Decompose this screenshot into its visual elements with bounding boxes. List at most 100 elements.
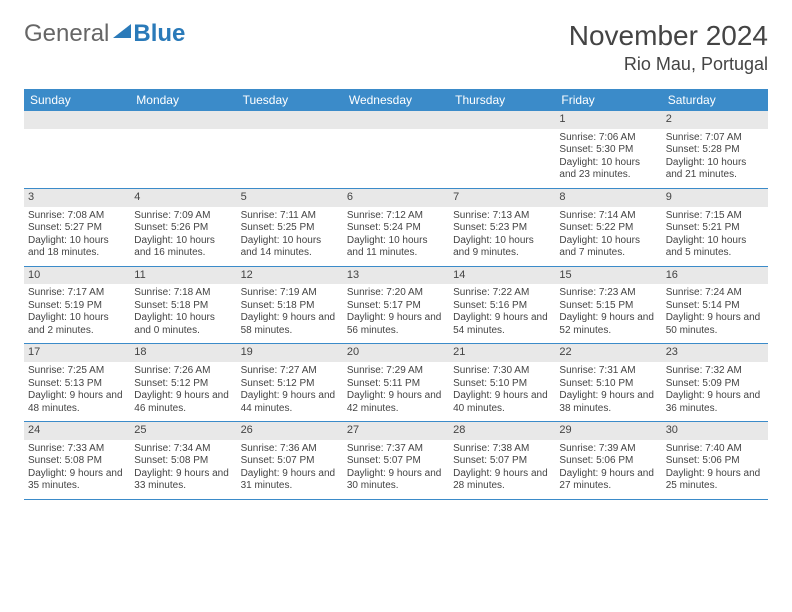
day-ss: Sunset: 5:21 PM (666, 222, 764, 235)
calendar-row: 17Sunrise: 7:25 AMSunset: 5:13 PMDayligh… (24, 344, 768, 422)
day-sr: Sunrise: 7:11 AM (241, 210, 339, 223)
day-dl: Daylight: 10 hours and 14 minutes. (241, 235, 339, 260)
day-ss: Sunset: 5:23 PM (453, 222, 551, 235)
calendar-cell: 23Sunrise: 7:32 AMSunset: 5:09 PMDayligh… (662, 344, 768, 422)
day-info: Sunrise: 7:15 AMSunset: 5:21 PMDaylight:… (662, 207, 768, 266)
day-number: 21 (449, 344, 555, 362)
day-dl: Daylight: 9 hours and 42 minutes. (347, 390, 445, 415)
day-sr: Sunrise: 7:25 AM (28, 365, 126, 378)
day-number-empty (343, 111, 449, 129)
day-number: 3 (24, 189, 130, 207)
day-number-empty (449, 111, 555, 129)
day-ss: Sunset: 5:15 PM (559, 300, 657, 313)
day-dl: Daylight: 9 hours and 30 minutes. (347, 468, 445, 493)
day-ss: Sunset: 5:30 PM (559, 144, 657, 157)
calendar-cell: 5Sunrise: 7:11 AMSunset: 5:25 PMDaylight… (237, 188, 343, 266)
day-ss: Sunset: 5:07 PM (241, 455, 339, 468)
day-dl: Daylight: 9 hours and 36 minutes. (666, 390, 764, 415)
day-sr: Sunrise: 7:27 AM (241, 365, 339, 378)
day-info: Sunrise: 7:34 AMSunset: 5:08 PMDaylight:… (130, 440, 236, 499)
day-ss: Sunset: 5:07 PM (453, 455, 551, 468)
day-sr: Sunrise: 7:29 AM (347, 365, 445, 378)
calendar-cell: 29Sunrise: 7:39 AMSunset: 5:06 PMDayligh… (555, 422, 661, 500)
day-dl: Daylight: 9 hours and 52 minutes. (559, 312, 657, 337)
day-info: Sunrise: 7:17 AMSunset: 5:19 PMDaylight:… (24, 284, 130, 343)
day-info: Sunrise: 7:38 AMSunset: 5:07 PMDaylight:… (449, 440, 555, 499)
day-sr: Sunrise: 7:19 AM (241, 287, 339, 300)
calendar-cell: 28Sunrise: 7:38 AMSunset: 5:07 PMDayligh… (449, 422, 555, 500)
day-sr: Sunrise: 7:33 AM (28, 443, 126, 456)
day-ss: Sunset: 5:08 PM (134, 455, 232, 468)
calendar-cell: 7Sunrise: 7:13 AMSunset: 5:23 PMDaylight… (449, 188, 555, 266)
day-header: Monday (130, 89, 236, 111)
calendar-cell: 6Sunrise: 7:12 AMSunset: 5:24 PMDaylight… (343, 188, 449, 266)
day-ss: Sunset: 5:12 PM (134, 378, 232, 391)
calendar-cell: 20Sunrise: 7:29 AMSunset: 5:11 PMDayligh… (343, 344, 449, 422)
day-dl: Daylight: 9 hours and 25 minutes. (666, 468, 764, 493)
day-info: Sunrise: 7:25 AMSunset: 5:13 PMDaylight:… (24, 362, 130, 421)
day-ss: Sunset: 5:19 PM (28, 300, 126, 313)
day-dl: Daylight: 10 hours and 9 minutes. (453, 235, 551, 260)
day-sr: Sunrise: 7:13 AM (453, 210, 551, 223)
day-number: 11 (130, 267, 236, 285)
day-dl: Daylight: 9 hours and 54 minutes. (453, 312, 551, 337)
day-dl: Daylight: 9 hours and 31 minutes. (241, 468, 339, 493)
calendar-cell: 24Sunrise: 7:33 AMSunset: 5:08 PMDayligh… (24, 422, 130, 500)
calendar-cell: 21Sunrise: 7:30 AMSunset: 5:10 PMDayligh… (449, 344, 555, 422)
day-sr: Sunrise: 7:32 AM (666, 365, 764, 378)
calendar-cell: 19Sunrise: 7:27 AMSunset: 5:12 PMDayligh… (237, 344, 343, 422)
calendar-cell: 15Sunrise: 7:23 AMSunset: 5:15 PMDayligh… (555, 266, 661, 344)
day-sr: Sunrise: 7:38 AM (453, 443, 551, 456)
day-header: Saturday (662, 89, 768, 111)
day-sr: Sunrise: 7:34 AM (134, 443, 232, 456)
day-ss: Sunset: 5:28 PM (666, 144, 764, 157)
day-number: 20 (343, 344, 449, 362)
day-info: Sunrise: 7:26 AMSunset: 5:12 PMDaylight:… (130, 362, 236, 421)
title-block: November 2024 Rio Mau, Portugal (569, 20, 768, 75)
day-dl: Daylight: 9 hours and 33 minutes. (134, 468, 232, 493)
day-number: 14 (449, 267, 555, 285)
day-number: 6 (343, 189, 449, 207)
day-number: 13 (343, 267, 449, 285)
day-ss: Sunset: 5:18 PM (134, 300, 232, 313)
calendar-cell: 11Sunrise: 7:18 AMSunset: 5:18 PMDayligh… (130, 266, 236, 344)
calendar-cell: 30Sunrise: 7:40 AMSunset: 5:06 PMDayligh… (662, 422, 768, 500)
calendar-cell: 26Sunrise: 7:36 AMSunset: 5:07 PMDayligh… (237, 422, 343, 500)
day-sr: Sunrise: 7:08 AM (28, 210, 126, 223)
day-number: 15 (555, 267, 661, 285)
calendar-cell: 4Sunrise: 7:09 AMSunset: 5:26 PMDaylight… (130, 188, 236, 266)
day-number: 23 (662, 344, 768, 362)
day-info: Sunrise: 7:11 AMSunset: 5:25 PMDaylight:… (237, 207, 343, 266)
day-sr: Sunrise: 7:06 AM (559, 132, 657, 145)
logo-text-general: General (24, 20, 109, 48)
day-info: Sunrise: 7:08 AMSunset: 5:27 PMDaylight:… (24, 207, 130, 266)
calendar-cell: 18Sunrise: 7:26 AMSunset: 5:12 PMDayligh… (130, 344, 236, 422)
day-dl: Daylight: 9 hours and 44 minutes. (241, 390, 339, 415)
day-sr: Sunrise: 7:09 AM (134, 210, 232, 223)
day-sr: Sunrise: 7:15 AM (666, 210, 764, 223)
day-number: 25 (130, 422, 236, 440)
day-number: 19 (237, 344, 343, 362)
day-sr: Sunrise: 7:22 AM (453, 287, 551, 300)
day-dl: Daylight: 9 hours and 38 minutes. (559, 390, 657, 415)
day-info: Sunrise: 7:07 AMSunset: 5:28 PMDaylight:… (662, 129, 768, 188)
logo-text-blue: Blue (133, 20, 185, 48)
day-number: 28 (449, 422, 555, 440)
calendar-cell: 2Sunrise: 7:07 AMSunset: 5:28 PMDaylight… (662, 111, 768, 188)
day-number: 5 (237, 189, 343, 207)
day-number: 2 (662, 111, 768, 129)
day-ss: Sunset: 5:18 PM (241, 300, 339, 313)
day-info: Sunrise: 7:37 AMSunset: 5:07 PMDaylight:… (343, 440, 449, 499)
day-number: 1 (555, 111, 661, 129)
day-number: 30 (662, 422, 768, 440)
day-info: Sunrise: 7:31 AMSunset: 5:10 PMDaylight:… (555, 362, 661, 421)
calendar-cell (343, 111, 449, 188)
day-info: Sunrise: 7:12 AMSunset: 5:24 PMDaylight:… (343, 207, 449, 266)
day-ss: Sunset: 5:17 PM (347, 300, 445, 313)
day-info: Sunrise: 7:24 AMSunset: 5:14 PMDaylight:… (662, 284, 768, 343)
day-sr: Sunrise: 7:36 AM (241, 443, 339, 456)
day-info: Sunrise: 7:36 AMSunset: 5:07 PMDaylight:… (237, 440, 343, 499)
day-dl: Daylight: 10 hours and 7 minutes. (559, 235, 657, 260)
day-dl: Daylight: 10 hours and 18 minutes. (28, 235, 126, 260)
day-sr: Sunrise: 7:39 AM (559, 443, 657, 456)
